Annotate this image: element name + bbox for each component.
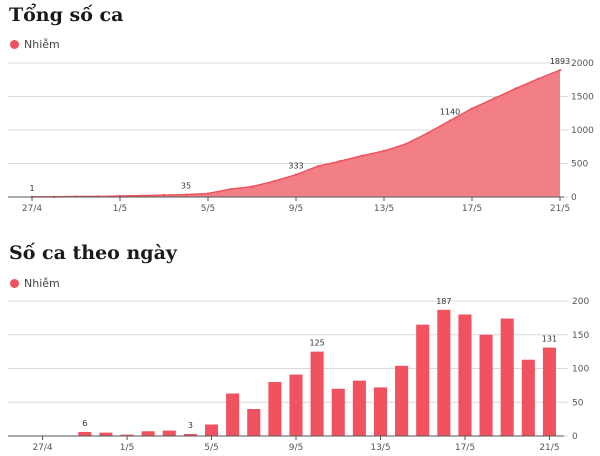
data-point: [382, 149, 386, 153]
x-tick-label: 5/5: [201, 204, 215, 214]
data-point: [184, 193, 188, 196]
bar: [289, 374, 303, 436]
y-tick-label: 2000: [571, 59, 594, 69]
daily-cases-chart: Số ca theo ngày Nhiễm 0 50 100 150 200 27/4 1/…: [0, 238, 600, 456]
bar: [521, 359, 535, 436]
y-tick-label: 100: [572, 365, 589, 375]
data-label: 6: [82, 419, 87, 428]
bar: [310, 351, 324, 436]
x-tick-label: 27/4: [22, 204, 42, 214]
bar: [479, 334, 493, 436]
y-tick-label: 50: [572, 398, 584, 408]
data-point: [404, 142, 408, 146]
legend-dot-icon: [10, 279, 19, 288]
y-tick-label: 0: [572, 432, 578, 442]
bar: [395, 365, 409, 436]
data-label: 131: [542, 335, 557, 344]
data-label: 187: [436, 297, 451, 306]
bar: [204, 424, 219, 436]
data-point: [162, 193, 166, 197]
data-point: [514, 87, 518, 90]
bar: [78, 431, 92, 436]
bar: [352, 380, 366, 436]
bar: [99, 432, 113, 436]
x-tick-label: 17/5: [455, 443, 475, 453]
bar: [437, 309, 451, 436]
x-tick-label: 5/5: [204, 443, 218, 453]
y-tick-label: 0: [571, 193, 577, 203]
legend[interactable]: Nhiễm: [10, 277, 60, 290]
data-label: 1893: [550, 57, 570, 66]
bar: [373, 387, 388, 436]
data-label: 333: [288, 162, 303, 171]
y-tick-label: 1000: [571, 126, 594, 136]
cumulative-cases-chart: Tổng số ca Nhiễm 0 500 1000 1500 2000 27/4 1/5…: [0, 0, 600, 222]
data-label: 35: [181, 182, 191, 191]
y-tick-label: 150: [572, 331, 589, 341]
chart-title: Số ca theo ngày: [9, 242, 177, 264]
data-point: [448, 119, 452, 122]
y-tick-label: 1500: [571, 93, 594, 103]
bar: [162, 430, 176, 436]
data-point: [294, 173, 298, 176]
data-point: [338, 160, 342, 163]
data-label: 1140: [440, 108, 460, 117]
bar: [500, 318, 514, 436]
data-point: [140, 194, 144, 197]
data-point: [536, 77, 540, 81]
x-tick-label: 17/5: [462, 204, 482, 214]
x-tick-label: 13/5: [374, 204, 394, 214]
y-tick-label: 200: [572, 297, 589, 307]
data-point: [316, 164, 320, 168]
x-tick-label: 1/5: [113, 204, 127, 214]
legend-label: Nhiễm: [24, 38, 60, 51]
chart-title: Tổng số ca: [9, 4, 124, 26]
area-chart-plot: 0 500 1000 1500 2000 27/4 1/5 5/5 9/5 13/5 17/5 21/…: [8, 57, 594, 214]
data-point: [470, 107, 474, 110]
x-tick-label: 1/5: [120, 443, 134, 453]
bar: [268, 382, 282, 436]
bar: [141, 431, 155, 436]
legend-label: Nhiễm: [24, 277, 60, 290]
data-point: [360, 154, 364, 157]
bar-chart-plot: 0 50 100 150 200 27/4 1/5 5/5 9/5 13/5 17/5 21/5 6 3 1…: [8, 297, 589, 453]
area-fill: [32, 70, 560, 197]
legend-dot-icon: [10, 40, 19, 49]
data-label: 125: [309, 339, 324, 348]
bar: [542, 347, 556, 436]
x-tick-label: 21/5: [550, 204, 570, 214]
x-tick-label: 13/5: [370, 443, 390, 453]
legend[interactable]: Nhiễm: [10, 38, 60, 51]
x-tick-label: 9/5: [289, 443, 303, 453]
x-tick-label: 9/5: [289, 204, 303, 214]
data-label: 3: [188, 421, 193, 430]
data-point: [228, 188, 232, 191]
data-point: [426, 131, 430, 135]
data-point: [492, 97, 496, 100]
data-point: [250, 185, 254, 188]
bar: [120, 434, 134, 436]
bar: [331, 388, 345, 436]
data-label: 1: [29, 184, 34, 193]
x-tick-label: 21/5: [539, 443, 559, 453]
data-point: [206, 192, 210, 195]
bar: [183, 433, 197, 436]
data-point: [558, 68, 562, 72]
bar: [226, 393, 240, 436]
data-point: [272, 179, 276, 183]
bar: [416, 324, 430, 436]
y-tick-label: 500: [571, 160, 588, 170]
bar: [458, 314, 472, 436]
bar: [247, 409, 261, 436]
x-tick-label: 27/4: [32, 443, 52, 453]
